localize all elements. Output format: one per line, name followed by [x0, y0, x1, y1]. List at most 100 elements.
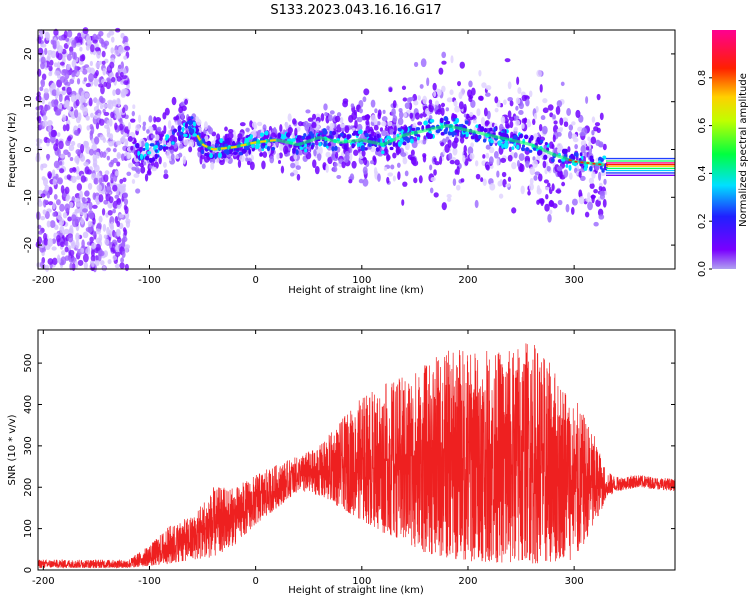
- spectral-point: [549, 209, 553, 215]
- spectral-core: [563, 148, 568, 154]
- spectral-core: [410, 138, 414, 144]
- spectral-core: [173, 128, 178, 133]
- spectral-point: [293, 154, 298, 160]
- spectral-core: [583, 166, 588, 171]
- noise-point: [117, 64, 122, 70]
- spectral-core: [543, 154, 548, 160]
- spectral-point: [261, 160, 266, 170]
- noise-point: [98, 250, 105, 257]
- noise-point: [48, 71, 53, 77]
- noise-point: [82, 208, 88, 213]
- noise-point: [119, 118, 123, 126]
- spectral-point: [419, 84, 424, 89]
- noise-point: [114, 49, 120, 56]
- spectral-point: [449, 89, 454, 96]
- noise-point: [59, 217, 65, 226]
- spectral-core: [601, 168, 605, 173]
- noise-point: [44, 47, 48, 56]
- noise-point: [71, 241, 76, 249]
- noise-point: [118, 45, 124, 54]
- noise-point: [114, 106, 119, 115]
- spectral-point: [391, 108, 396, 117]
- spectral-point: [151, 166, 157, 172]
- spectral-point: [331, 152, 336, 161]
- spectral-core: [192, 133, 198, 137]
- spectral-core: [148, 157, 153, 163]
- spectral-core: [474, 133, 479, 140]
- spectral-point: [433, 192, 439, 198]
- noise-point: [82, 68, 88, 75]
- noise-point: [59, 203, 65, 212]
- spectral-core: [266, 146, 271, 152]
- noise-point: [74, 155, 80, 164]
- noise-point: [51, 89, 58, 97]
- spectral-point: [532, 159, 538, 168]
- noise-point: [65, 99, 70, 108]
- spectral-point: [517, 87, 522, 94]
- spectral-point: [574, 143, 578, 150]
- spectral-point: [475, 173, 481, 180]
- noise-point: [44, 264, 50, 272]
- noise-point: [88, 73, 94, 83]
- spectral-core: [386, 135, 392, 140]
- spectral-point: [183, 139, 189, 146]
- spectral-point: [175, 115, 180, 121]
- spectral-point: [290, 162, 296, 169]
- noise-point: [43, 199, 49, 204]
- spectral-core: [482, 138, 487, 143]
- spectral-core: [570, 153, 574, 159]
- spectral-point: [548, 199, 554, 207]
- spectral-point: [542, 107, 549, 114]
- spectral-point: [553, 120, 558, 125]
- noise-point: [122, 192, 129, 199]
- spectral-core: [181, 126, 185, 133]
- noise-point: [122, 107, 126, 114]
- spectral-core: [445, 120, 451, 125]
- spectral-core: [579, 152, 583, 157]
- spectral-point: [518, 153, 525, 162]
- noise-point: [62, 212, 68, 219]
- noise-point: [53, 193, 58, 200]
- spectral-point: [163, 125, 167, 134]
- spectral-point: [516, 160, 521, 168]
- spectral-point: [329, 122, 335, 129]
- spectral-point: [536, 188, 542, 195]
- noise-point: [66, 174, 71, 180]
- noise-point: [122, 227, 127, 233]
- noise-point: [64, 81, 71, 87]
- spectral-point: [224, 126, 228, 132]
- noise-point: [107, 259, 112, 265]
- noise-point: [120, 257, 124, 264]
- spectral-point: [494, 107, 499, 113]
- noise-point: [122, 185, 126, 193]
- colorbar-gradient: [712, 30, 736, 269]
- noise-point: [91, 260, 95, 268]
- spectral-point: [171, 96, 177, 106]
- spectral-point: [307, 117, 314, 122]
- spectral-point: [203, 121, 208, 131]
- spectral-point: [422, 138, 427, 145]
- noise-point: [100, 97, 106, 104]
- spectral-point: [387, 172, 394, 177]
- spectral-point: [406, 97, 412, 103]
- noise-point: [103, 173, 109, 183]
- spectral-core: [271, 146, 276, 151]
- spectral-point: [387, 121, 393, 127]
- y-tick-label: 100: [23, 519, 34, 538]
- noise-point: [123, 132, 128, 138]
- noise-point: [124, 138, 129, 148]
- noise-point: [115, 72, 119, 79]
- spectral-core: [178, 137, 183, 142]
- spectral-core: [519, 133, 523, 139]
- noise-point: [48, 65, 53, 72]
- noise-point: [63, 30, 68, 39]
- snr-x-ticks: -200 -100 0 100 200 300: [32, 330, 584, 587]
- spectral-core: [147, 151, 152, 155]
- noise-point: [59, 153, 66, 159]
- spectral-point: [571, 121, 576, 126]
- spectral-point: [452, 178, 457, 186]
- noise-point: [80, 175, 87, 183]
- spectral-point: [485, 164, 490, 171]
- spectral-core: [206, 140, 212, 146]
- spectral-point: [349, 146, 353, 154]
